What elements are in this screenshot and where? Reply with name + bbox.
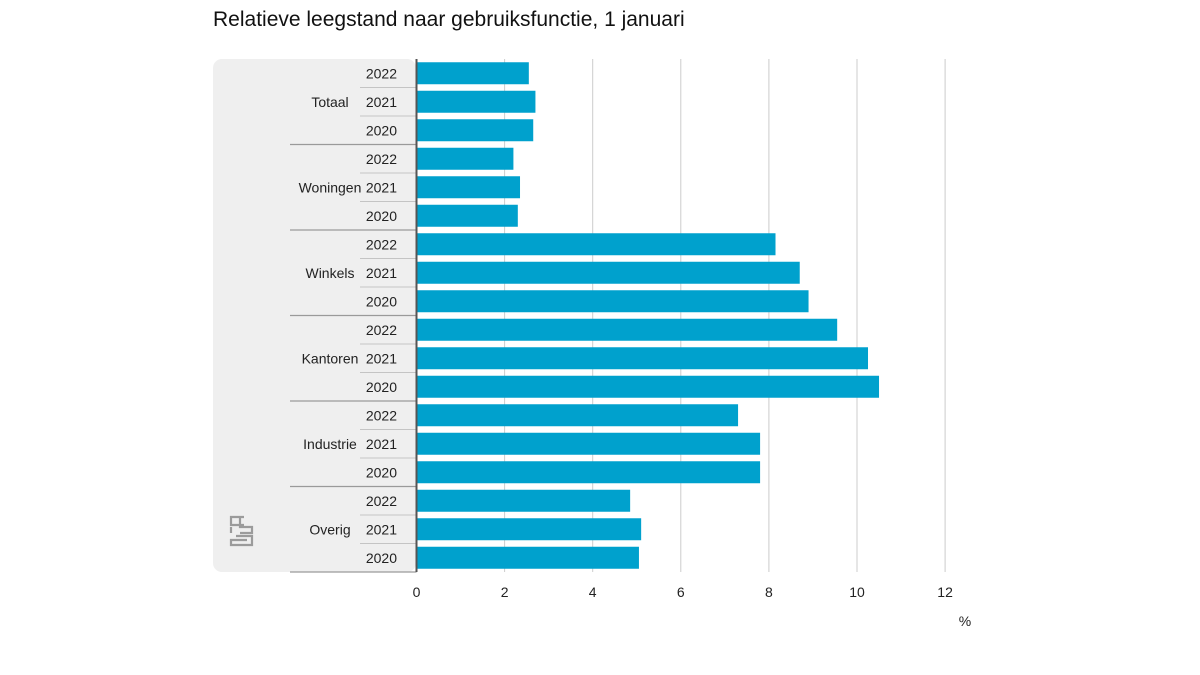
year-label: 2021 bbox=[366, 265, 397, 281]
x-tick-label: 4 bbox=[589, 584, 597, 600]
chart-title: Relatieve leegstand naar gebruiksfunctie… bbox=[213, 8, 685, 31]
x-tick-label: 12 bbox=[937, 584, 953, 600]
category-label: Winkels bbox=[305, 265, 354, 281]
year-label: 2020 bbox=[366, 464, 397, 480]
bar bbox=[416, 318, 838, 341]
bar bbox=[416, 489, 631, 512]
bar bbox=[416, 90, 536, 113]
year-label: 2020 bbox=[366, 550, 397, 566]
x-tick-label: 2 bbox=[501, 584, 509, 600]
bar bbox=[416, 546, 639, 569]
year-label: 2021 bbox=[366, 350, 397, 366]
x-tick-label: 10 bbox=[849, 584, 865, 600]
year-label: 2021 bbox=[366, 436, 397, 452]
x-tick-label: 6 bbox=[677, 584, 685, 600]
year-label: 2022 bbox=[366, 151, 397, 167]
bar bbox=[416, 204, 518, 227]
bar bbox=[416, 518, 642, 541]
year-label: 2022 bbox=[366, 407, 397, 423]
bar bbox=[416, 375, 880, 398]
year-label: 2020 bbox=[366, 293, 397, 309]
x-tick-label: 8 bbox=[765, 584, 773, 600]
bar bbox=[416, 62, 529, 85]
year-label: 2020 bbox=[366, 379, 397, 395]
cbs-logo bbox=[229, 515, 254, 547]
bar bbox=[416, 290, 809, 313]
year-label: 2022 bbox=[366, 65, 397, 81]
bar bbox=[416, 147, 514, 170]
year-label: 2022 bbox=[366, 322, 397, 338]
bar bbox=[416, 176, 521, 199]
year-label: 2020 bbox=[366, 208, 397, 224]
bar bbox=[416, 347, 869, 370]
year-label: 2021 bbox=[366, 521, 397, 537]
year-label: 2020 bbox=[366, 122, 397, 138]
x-axis-unit-label: % bbox=[959, 613, 971, 629]
category-label: Industrie bbox=[303, 436, 357, 452]
year-label: 2021 bbox=[366, 94, 397, 110]
bar bbox=[416, 461, 761, 484]
category-label: Totaal bbox=[311, 94, 348, 110]
bar bbox=[416, 432, 761, 455]
bar bbox=[416, 233, 776, 256]
category-label: Overig bbox=[309, 521, 350, 537]
bar bbox=[416, 261, 800, 284]
year-label: 2022 bbox=[366, 236, 397, 252]
x-tick-label: 0 bbox=[413, 584, 421, 600]
year-label: 2021 bbox=[366, 179, 397, 195]
bar bbox=[416, 404, 739, 427]
category-label: Kantoren bbox=[302, 350, 359, 366]
year-label: 2022 bbox=[366, 493, 397, 509]
bar bbox=[416, 119, 534, 142]
category-label: Woningen bbox=[299, 179, 362, 195]
